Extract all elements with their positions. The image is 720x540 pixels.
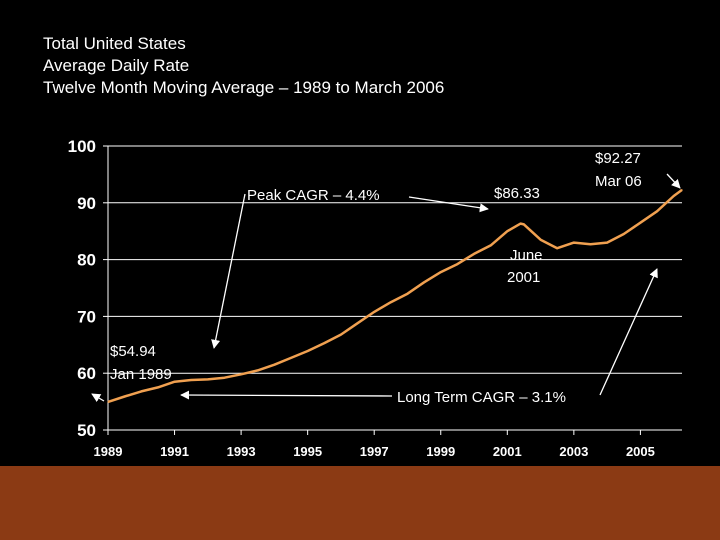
- data-point: [307, 350, 309, 352]
- data-point: [440, 271, 442, 273]
- data-point: [257, 369, 259, 371]
- peak-date-line-2: 2001: [507, 269, 540, 286]
- data-point: [323, 342, 325, 344]
- data-point: [173, 381, 176, 383]
- data-point: [273, 364, 275, 366]
- y-tick-label-50: 50: [77, 421, 96, 440]
- data-point: [406, 293, 409, 295]
- arrow-start: [91, 393, 105, 403]
- y-tick-labels: 50 60 70 80 90 100: [68, 137, 96, 440]
- arrow-long-term-right: [599, 268, 658, 396]
- data-point: [356, 322, 359, 324]
- data-point: [140, 390, 142, 392]
- data-point: [606, 241, 608, 244]
- data-point: [573, 241, 575, 244]
- x-tick-labels: 1989 1991 1993 1995 1997 1999 2001 2003 2005: [94, 444, 655, 459]
- title-line-2: Average Daily Rate: [43, 56, 190, 75]
- x-tick-label-1993: 1993: [227, 444, 256, 459]
- peak-value-label: $86.33: [494, 185, 540, 202]
- x-tick-label-1997: 1997: [360, 444, 389, 459]
- y-tick-label-90: 90: [77, 194, 96, 213]
- footer-band: [0, 466, 720, 540]
- adr-line-chart: 50 60 70 80 90 100 1989 1991 1993 1995 1997 1999 20…: [68, 137, 683, 459]
- end-value-label: $92.27: [595, 150, 641, 167]
- data-point: [190, 379, 192, 381]
- data-point: [520, 223, 522, 225]
- axes: [103, 145, 682, 435]
- data-point: [589, 243, 592, 245]
- data-point: [506, 230, 508, 232]
- data-point: [473, 253, 475, 255]
- y-tick-label-60: 60: [77, 364, 96, 383]
- data-point: [223, 377, 226, 379]
- x-tick-label-1991: 1991: [160, 444, 189, 459]
- annotations: $54.94 Jan 1989 Peak CAGR – 4.4% $86.33 …: [110, 150, 642, 406]
- data-point: [556, 247, 558, 249]
- data-point: [340, 333, 342, 336]
- data-point: [423, 281, 425, 283]
- arrow-end-value: [666, 173, 681, 189]
- data-point: [107, 401, 109, 403]
- data-point: [623, 233, 625, 235]
- data-point: [681, 189, 683, 191]
- long-term-cagr-label: Long Term CAGR – 3.1%: [397, 389, 566, 406]
- x-tick-label-2001: 2001: [493, 444, 522, 459]
- data-point: [240, 373, 242, 375]
- x-tick-label-2003: 2003: [559, 444, 588, 459]
- x-tick-label-1995: 1995: [293, 444, 322, 459]
- start-date-label: Jan 1989: [110, 366, 172, 383]
- arrow-long-term-left: [180, 390, 393, 400]
- data-point: [157, 386, 159, 388]
- y-tick-label-100: 100: [68, 137, 96, 156]
- data-point: [290, 357, 292, 359]
- title-line-3: Twelve Month Moving Average – 1989 to Ma…: [43, 78, 445, 97]
- x-tick-label-1989: 1989: [94, 444, 123, 459]
- x-tick-label-1999: 1999: [426, 444, 455, 459]
- data-point: [523, 223, 525, 225]
- annotation-arrows: [91, 173, 681, 403]
- series-layer: [107, 188, 683, 404]
- peak-cagr-label: Peak CAGR – 4.4%: [247, 187, 380, 204]
- arrow-peak-value: [408, 196, 489, 213]
- data-point: [490, 244, 492, 246]
- data-point: [673, 195, 675, 197]
- y-tick-label-70: 70: [77, 307, 96, 326]
- x-tick-label-2005: 2005: [626, 444, 655, 459]
- data-point: [639, 222, 642, 224]
- data-point: [207, 378, 209, 381]
- arrow-peak-cagr: [211, 193, 246, 349]
- y-tick-label-80: 80: [77, 251, 96, 270]
- data-point: [456, 263, 458, 265]
- data-point: [539, 239, 542, 241]
- slide-title: Total United States Average Daily Rate T…: [43, 33, 444, 99]
- data-point: [390, 301, 392, 303]
- data-point: [124, 395, 126, 398]
- data-point: [656, 210, 658, 212]
- title-line-1: Total United States: [43, 34, 186, 53]
- start-value-label: $54.94: [110, 343, 156, 360]
- end-date-label: Mar 06: [595, 173, 642, 190]
- peak-date-line-1: June: [510, 247, 543, 264]
- series-line-0: [107, 188, 683, 404]
- data-point: [373, 311, 375, 313]
